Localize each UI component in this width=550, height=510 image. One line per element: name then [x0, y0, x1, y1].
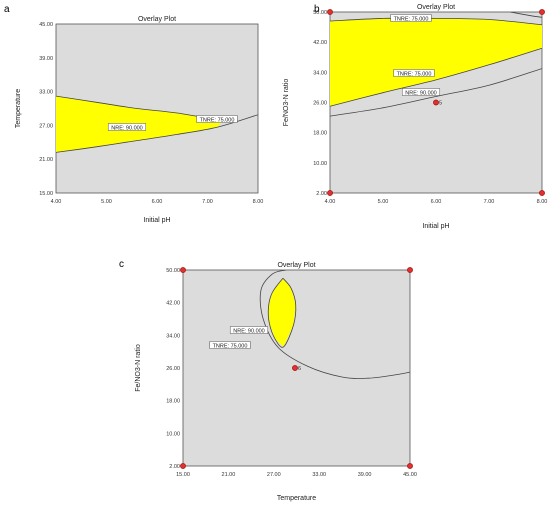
contour-label-text: NRE: 90.000 [233, 329, 265, 335]
contour-label: NRE: 90.000 [107, 123, 147, 132]
x-tick-label: 7.00 [202, 199, 213, 205]
contour-label: NRE: 90.000 [401, 88, 441, 97]
x-tick-label: 39.00 [358, 472, 372, 478]
design-point [327, 9, 333, 15]
design-point [539, 190, 545, 196]
contour-label-text: NRE: 90.000 [405, 91, 437, 97]
chart-panel-c: c NRE: 90.000 TNRE: 75.000 6 Overlay Plot 15.… [119, 259, 417, 502]
design-point [180, 463, 186, 469]
contour-label-text: TNRE: 75.000 [397, 72, 432, 78]
design-point [292, 365, 298, 371]
contour-line [330, 17, 542, 26]
y-tick-label: 10.00 [166, 431, 180, 437]
x-tick-label: 15.00 [176, 472, 190, 478]
design-point [407, 463, 413, 469]
x-tick-label: 5.00 [101, 199, 112, 205]
design-point [407, 267, 413, 273]
y-tick-label: 2.00 [316, 191, 327, 197]
contour-line [330, 47, 542, 107]
y-tick-label: 27.00 [39, 123, 53, 129]
contour-label: TNRE: 75.000 [393, 69, 435, 78]
contour-line [267, 277, 297, 348]
x-tick-label: 6.00 [431, 199, 442, 205]
design-point-label: 5 [439, 101, 442, 107]
contour-label: TNRE: 75.000 [196, 115, 238, 124]
plot-title: Overlay Plot [277, 262, 315, 269]
x-tick-label: 6.00 [152, 199, 163, 205]
plot-title: Overlay Plot [417, 4, 455, 11]
design-point [327, 190, 333, 196]
y-axis-label: Temperature [15, 89, 22, 128]
x-axis-label: Initial pH [143, 217, 170, 224]
panel-letter: a [4, 4, 10, 15]
panel-letter: b [314, 4, 320, 15]
y-tick-label: 18.00 [313, 131, 327, 137]
y-tick-label: 15.00 [39, 191, 53, 197]
x-tick-label: 8.00 [537, 199, 548, 205]
contour-label: NRE: 90.000 [229, 326, 269, 335]
y-tick-label: 34.00 [313, 70, 327, 76]
feasible-region [268, 278, 296, 347]
y-tick-label: 26.00 [166, 366, 180, 372]
contour-line [330, 68, 542, 117]
y-tick-label: 42.00 [313, 40, 327, 46]
plot-title: Overlay Plot [138, 16, 176, 23]
contour-label-text: TNRE: 75.000 [200, 118, 235, 124]
x-axis-label: Initial pH [422, 223, 449, 230]
y-axis-label: Fe/NO3-N ratio [135, 344, 142, 392]
y-tick-label: 45.00 [39, 22, 53, 28]
contour-label-text: NRE: 90.000 [111, 126, 143, 132]
x-tick-label: 7.00 [484, 199, 495, 205]
y-tick-label: 26.00 [313, 101, 327, 107]
y-tick-label: 34.00 [166, 333, 180, 339]
y-tick-label: 10.00 [313, 161, 327, 167]
x-tick-label: 33.00 [312, 472, 326, 478]
contour-label-text: TNRE: 75.000 [394, 17, 429, 23]
y-tick-label: 42.00 [166, 301, 180, 307]
x-axis-label: Temperature [277, 495, 316, 502]
design-point [180, 267, 186, 273]
contour-label: TNRE: 75.000 [209, 341, 251, 350]
design-point [539, 9, 545, 15]
y-tick-label: 18.00 [166, 399, 180, 405]
y-tick-label: 2.00 [169, 464, 180, 470]
contour-label-text: TNRE: 75.000 [213, 344, 248, 350]
x-tick-label: 27.00 [267, 472, 281, 478]
chart-panel-a: a TNRE: 75.000 NRE: 90.000 Overlay Plot 4.00… [4, 4, 263, 224]
y-axis-label: Fe/NO3-N ratio [283, 79, 290, 127]
contour-line [510, 12, 542, 18]
y-tick-label: 33.00 [39, 90, 53, 96]
design-point-label: 6 [298, 366, 301, 372]
contour-label: TNRE: 75.000 [390, 14, 432, 23]
x-tick-label: 4.00 [51, 199, 62, 205]
x-tick-label: 4.00 [325, 199, 336, 205]
x-tick-label: 21.00 [222, 472, 236, 478]
contour-line [56, 114, 258, 153]
x-tick-label: 8.00 [253, 199, 264, 205]
design-point [433, 99, 439, 106]
y-tick-label: 21.00 [39, 157, 53, 163]
contour-line [56, 95, 223, 122]
x-tick-label: 45.00 [403, 472, 417, 478]
panel-letter: c [119, 259, 124, 270]
y-tick-label: 50.00 [166, 268, 180, 274]
x-tick-label: 5.00 [378, 199, 389, 205]
y-tick-label: 50.00 [313, 10, 327, 16]
y-tick-label: 39.00 [39, 56, 53, 62]
feasible-region [330, 18, 542, 107]
contour-line [259, 270, 410, 379]
